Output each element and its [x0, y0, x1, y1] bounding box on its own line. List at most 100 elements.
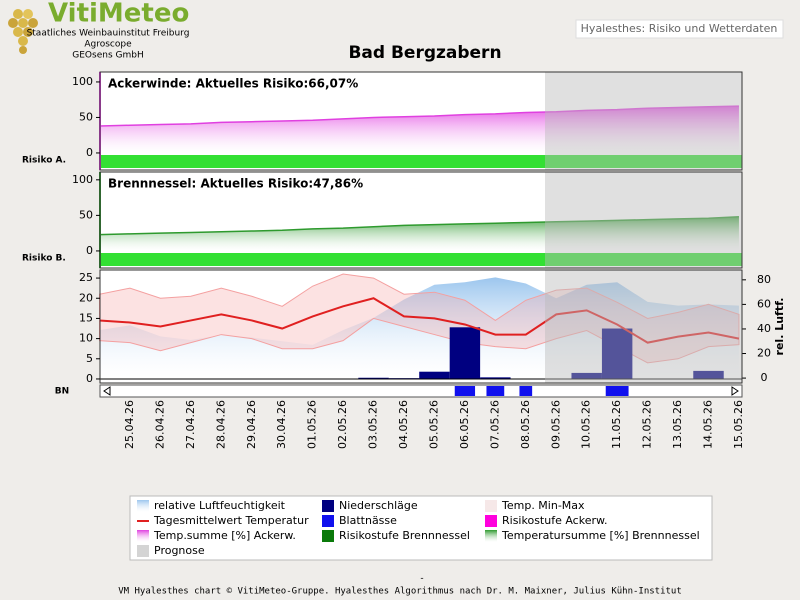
- y-tick-label: 0: [86, 244, 93, 257]
- logo-line: GEOsens GmbH: [72, 51, 143, 61]
- legend-swatch: [485, 515, 497, 527]
- footer: VM Hyalesthes chart © VitiMeteo-Gruppe. …: [118, 587, 682, 597]
- risk-level-bar: [100, 253, 742, 266]
- x-tick-label: 11.05.26: [610, 400, 623, 449]
- x-tick-label: 28.04.26: [214, 400, 227, 449]
- x-tick-label: 27.04.26: [184, 400, 197, 449]
- x-tick-label: 10.05.26: [580, 400, 593, 449]
- strip-arrow: [103, 386, 739, 396]
- strip: [99, 384, 743, 398]
- x-tick-label: 25.04.26: [123, 400, 136, 449]
- legend-label: Temp. Min-Max: [501, 499, 585, 512]
- precip-bar: [693, 370, 724, 379]
- y2-label: rel. Luftf.: [773, 298, 786, 356]
- logo-text: VitiMeteo: [48, 0, 189, 29]
- humidity-area: [99, 277, 739, 379]
- panel-title: Ackerwinde: Aktuelles Risiko:66,07%: [108, 77, 358, 91]
- precip-bar: [571, 372, 602, 379]
- x-tick-label: 08.05.26: [519, 400, 532, 449]
- y-tick-label: 100: [72, 173, 93, 186]
- risk-line: [99, 216, 739, 236]
- legend-label: Risikostufe Brennnessel: [339, 529, 470, 542]
- frame: [99, 171, 743, 269]
- y-tick-label: 25: [79, 271, 93, 284]
- prognose: [545, 172, 742, 268]
- y-label: Tr. [°c], Nied. [mm/d]: [50, 262, 63, 391]
- y-tick-label: 15: [79, 311, 93, 324]
- x-tick-label: 09.05.26: [549, 400, 562, 449]
- legend-box: [129, 495, 713, 561]
- precip-bar: [601, 328, 633, 379]
- x-tick-label: 30.04.26: [275, 400, 288, 449]
- y-tick-label: 10: [79, 332, 93, 345]
- logo: VitiMeteo Staatliches Weinbauinstitut Fr…: [8, 0, 189, 61]
- legend-label: relative Luftfeuchtigkeit: [154, 499, 286, 512]
- footer-mark: -: [420, 574, 423, 584]
- x-tick-label: 06.05.26: [458, 400, 471, 449]
- y-tick-label: 50: [79, 110, 93, 123]
- prognose: [545, 270, 742, 383]
- y2-tick-label: 0: [761, 371, 768, 384]
- legend-label: Tagesmittelwert Temperatur: [153, 514, 309, 527]
- frame: [99, 269, 743, 384]
- legend-label: Blattnässe: [339, 514, 397, 527]
- strip-label: BN: [55, 387, 69, 397]
- precip-bar: [449, 327, 481, 379]
- y2-tick-label: 80: [757, 273, 771, 286]
- prognose: [545, 72, 742, 170]
- leaf-wetness: [486, 386, 505, 396]
- legend-swatch: [322, 500, 334, 512]
- tab-box: [575, 19, 784, 39]
- risk-area: [99, 216, 739, 251]
- logo-line: Agroscope: [84, 40, 132, 50]
- x-tick-label: 29.04.26: [245, 400, 258, 449]
- risk-area: [99, 106, 739, 153]
- legend-swatch: [137, 500, 149, 512]
- level-label: Risiko B.: [22, 254, 66, 264]
- leaf-wetness: [454, 386, 476, 396]
- legend-label: Niederschläge: [339, 499, 418, 512]
- x-tick-label: 07.05.26: [488, 400, 501, 449]
- frame: [99, 71, 743, 171]
- x-tick-label: 02.05.26: [336, 400, 349, 449]
- y2-tick-label: 40: [757, 322, 771, 335]
- y-tick-label: 0: [86, 146, 93, 159]
- x-tick-label: 12.05.26: [641, 400, 654, 449]
- risk-level-bar: [100, 155, 742, 168]
- x-tick-label: 26.04.26: [153, 400, 166, 449]
- y-tick-label: 20: [79, 291, 93, 304]
- x-tick-label: 13.05.26: [671, 400, 684, 449]
- legend-swatch: [322, 530, 334, 542]
- y2-tick-label: 60: [757, 297, 771, 310]
- legend-swatch: [137, 530, 149, 542]
- legend-label: Temperatursumme [%] Brennnessel: [501, 529, 700, 542]
- tab-title[interactable]: Hyalesthes: Risiko und Wetterdaten: [581, 22, 778, 35]
- leaf-wetness: [519, 386, 533, 396]
- y-tick-label: 50: [79, 208, 93, 221]
- y2-tick-label: 20: [757, 347, 771, 360]
- y-tick-label: 5: [86, 352, 93, 365]
- logo-line: Staatliches Weinbauinstitut Freiburg: [27, 29, 190, 39]
- precip-bar: [419, 371, 450, 379]
- legend-swatch: [137, 545, 149, 557]
- leaf-wetness: [605, 386, 629, 396]
- precip-bar: [480, 377, 511, 379]
- y-tick-label: 0: [86, 372, 93, 385]
- x-tick-label: 15.05.26: [732, 400, 745, 449]
- legend-swatch: [485, 500, 497, 512]
- temp-mean-line: [99, 297, 740, 344]
- legend-label: Prognose: [154, 544, 205, 557]
- panel-title: Brennnessel: Aktuelles Risiko:47,86%: [108, 177, 363, 191]
- legend-swatch: [322, 515, 334, 527]
- precip-bar: [358, 377, 389, 379]
- x-tick-label: 01.05.26: [306, 400, 319, 449]
- x-tick-label: 14.05.26: [702, 400, 715, 449]
- x-tick-label: 03.05.26: [367, 400, 380, 449]
- x-tick-label: 04.05.26: [397, 400, 410, 449]
- legend-label: Risikostufe Ackerw.: [502, 514, 607, 527]
- x-tick-label: 05.05.26: [427, 400, 440, 449]
- y-tick-label: 100: [72, 75, 93, 88]
- temp-band: [99, 273, 740, 364]
- title: Bad Bergzabern: [348, 43, 501, 63]
